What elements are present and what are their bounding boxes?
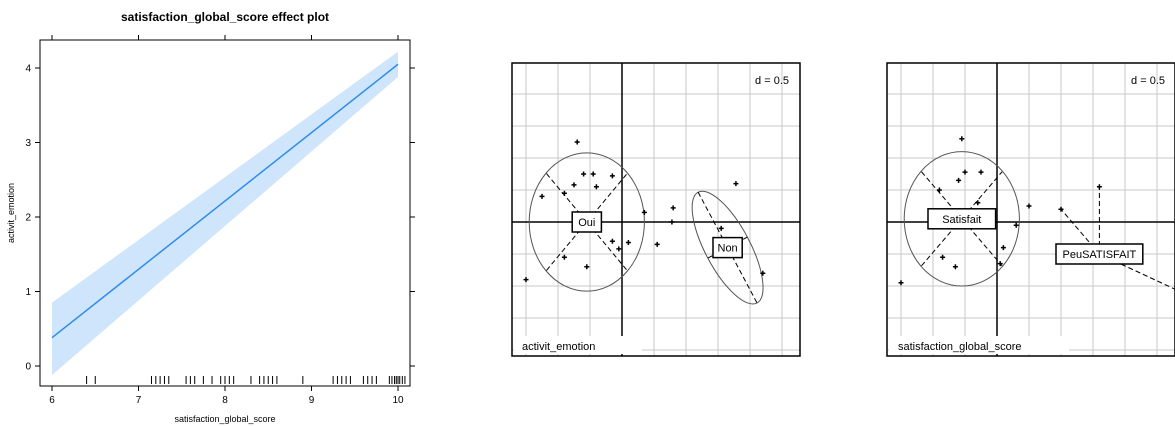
rug-marks [86,376,406,384]
group-ray [1099,253,1175,290]
confidence-ellipse [903,151,1020,287]
group-label: Oui [571,211,603,233]
data-point [590,171,596,177]
panel2-group-labels: Oui Non [571,211,743,259]
data-point [975,200,981,206]
group-label-box [571,211,603,233]
x-tick-label: 10 [392,395,404,406]
data-point [997,261,1003,267]
data-point [625,239,631,245]
fitted-line [51,63,399,339]
y-tick-label: 3 [25,138,31,149]
panel3-variable-label: satisfaction_global_score [898,341,1022,353]
data-point [1058,206,1064,212]
data-point [733,181,739,187]
data-point [571,182,577,188]
data-point [593,184,599,190]
data-point [1026,203,1032,209]
group-label-box [1055,243,1144,265]
confidence-ellipse [528,152,645,292]
data-point [654,241,660,247]
data-point [574,139,580,145]
data-point [669,219,675,225]
data-point [956,177,962,183]
panel2-frame [511,62,801,357]
panel3-frame [886,62,1175,357]
confidence-band [52,51,398,375]
panel2-scale-label: d = 0.5 [755,75,789,87]
factor-map-satisfaction: Satisfait PeuSATISFAIT satisfaction_globa… [886,62,1175,357]
effect-plot: satisfaction_global_score effect plot 6 7… [6,10,415,424]
group-label: Non [712,236,743,259]
y-axis-ticks: 0 1 2 3 4 [25,64,415,373]
y-axis-label: activit_emotion [6,183,16,243]
data-point [718,225,724,231]
ellipse-axis [921,171,1003,267]
y-tick-label: 0 [25,362,31,373]
ellipse-axis [546,173,628,271]
group-label-text: Oui [578,217,595,229]
data-point [962,169,968,175]
group-label-text: Non [718,243,738,255]
data-point [940,254,946,260]
x-tick-label: 8 [222,395,228,406]
effect-plot-area [51,51,406,384]
panel2-grid [512,63,800,356]
data-point [561,254,567,260]
data-point [1096,184,1102,190]
data-point [978,169,984,175]
data-point [609,173,615,179]
panel2-plot-area: Oui Non activit_emotion d = 0.5 [512,63,800,356]
ellipse-axis [921,171,1003,267]
x-tick-label: 7 [136,395,142,406]
panel2-axes [512,63,800,356]
group-label-text: Satisfait [942,214,981,226]
data-point [609,238,615,244]
data-point [760,270,766,276]
y-tick-label: 4 [25,64,31,75]
factor-map-activit-emotion: Oui Non activit_emotion d = 0.5 [511,62,801,357]
group-label: Satisfait [927,208,997,230]
panel2-variable-label: activit_emotion [522,341,595,353]
data-point [952,264,958,270]
ellipse-axis [546,173,628,271]
x-tick-label: 9 [309,395,315,406]
effect-plot-title: satisfaction_global_score effect plot [121,10,329,24]
group-label: PeuSATISFAIT [1055,243,1144,265]
data-point [1013,222,1019,228]
panel3-plot-area: Satisfait PeuSATISFAIT satisfaction_globa… [887,63,1175,356]
data-point [561,190,567,196]
data-point [670,205,676,211]
x-axis-label: satisfaction_global_score [174,414,275,424]
panel2-label-box: activit_emotion [514,336,642,354]
data-point [959,136,965,142]
y-tick-label: 1 [25,287,31,298]
data-point [1000,245,1006,251]
x-tick-label: 6 [49,395,55,406]
group-label-text: PeuSATISFAIT [1063,249,1137,261]
ellipse-axis [697,191,758,304]
data-point [584,264,590,270]
group-label-box [927,208,997,230]
data-point [616,246,622,252]
panel3-label-box: satisfaction_global_score [889,336,1069,354]
data-point [898,280,904,286]
data-point [936,187,942,193]
data-point [641,209,647,215]
panel3-scale-label: d = 0.5 [1131,75,1165,87]
group-label-box [712,236,743,259]
data-point [523,277,529,283]
data-point [539,193,545,199]
y-tick-label: 2 [25,213,31,224]
data-point [581,171,587,177]
panel2-points [523,139,766,283]
panel3-group-labels: Satisfait PeuSATISFAIT [927,208,1144,265]
panel2-ellipses [528,152,764,305]
x-axis-ticks: 6 7 8 9 10 [49,35,404,406]
